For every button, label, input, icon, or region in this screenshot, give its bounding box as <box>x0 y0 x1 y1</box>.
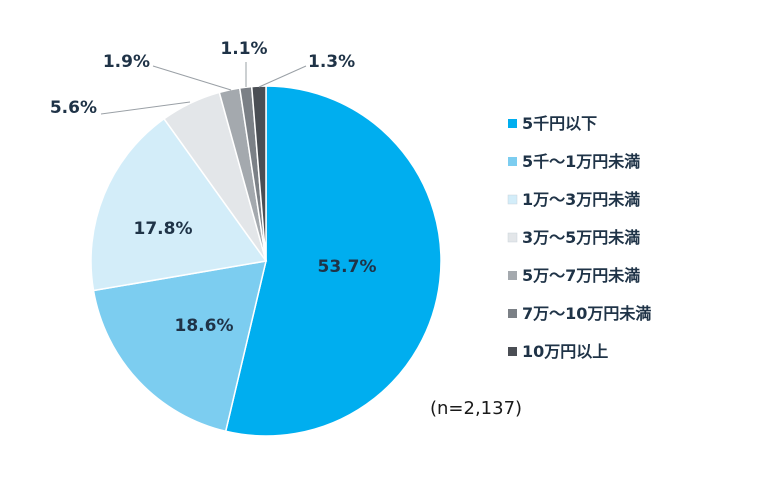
data-label-1: 53.7% <box>318 257 377 277</box>
data-label-3: 17.8% <box>134 219 193 239</box>
leader-line-5 <box>152 65 232 91</box>
legend-label-5: 5万～7万円未満 <box>522 266 640 285</box>
data-label-7: 1.3% <box>308 52 355 72</box>
legend-swatch-4 <box>507 232 518 243</box>
data-label-2: 18.6% <box>175 316 234 336</box>
legend-swatch-3 <box>507 194 518 205</box>
leader-line-4 <box>100 101 191 115</box>
legend-label-2: 5千～1万円未満 <box>522 152 640 171</box>
legend-label-3: 1万～3万円未満 <box>522 190 640 209</box>
legend-label-4: 3万～5万円未満 <box>522 228 640 247</box>
legend-label-7: 10万円以上 <box>522 342 608 361</box>
pie-slice-1 <box>224 85 442 437</box>
legend-swatch-1 <box>508 119 517 128</box>
legend-label-1: 5千円以下 <box>522 114 597 133</box>
leader-line-7 <box>258 65 307 88</box>
data-label-4: 5.6% <box>50 98 97 118</box>
legend-swatch-7 <box>508 347 517 356</box>
data-label-5: 1.9% <box>103 52 150 72</box>
pie-slice-7 <box>250 85 267 262</box>
sample-size-note: (n=2,137) <box>430 398 523 419</box>
legend-swatch-2 <box>508 157 517 166</box>
data-label-6: 1.1% <box>220 39 267 59</box>
pie-slice-3 <box>90 117 268 292</box>
legend-label-6: 7万～10万円未満 <box>522 304 651 323</box>
legend-swatch-5 <box>508 271 517 280</box>
pie-slice-2 <box>92 260 267 433</box>
legend-swatch-6 <box>508 309 517 318</box>
